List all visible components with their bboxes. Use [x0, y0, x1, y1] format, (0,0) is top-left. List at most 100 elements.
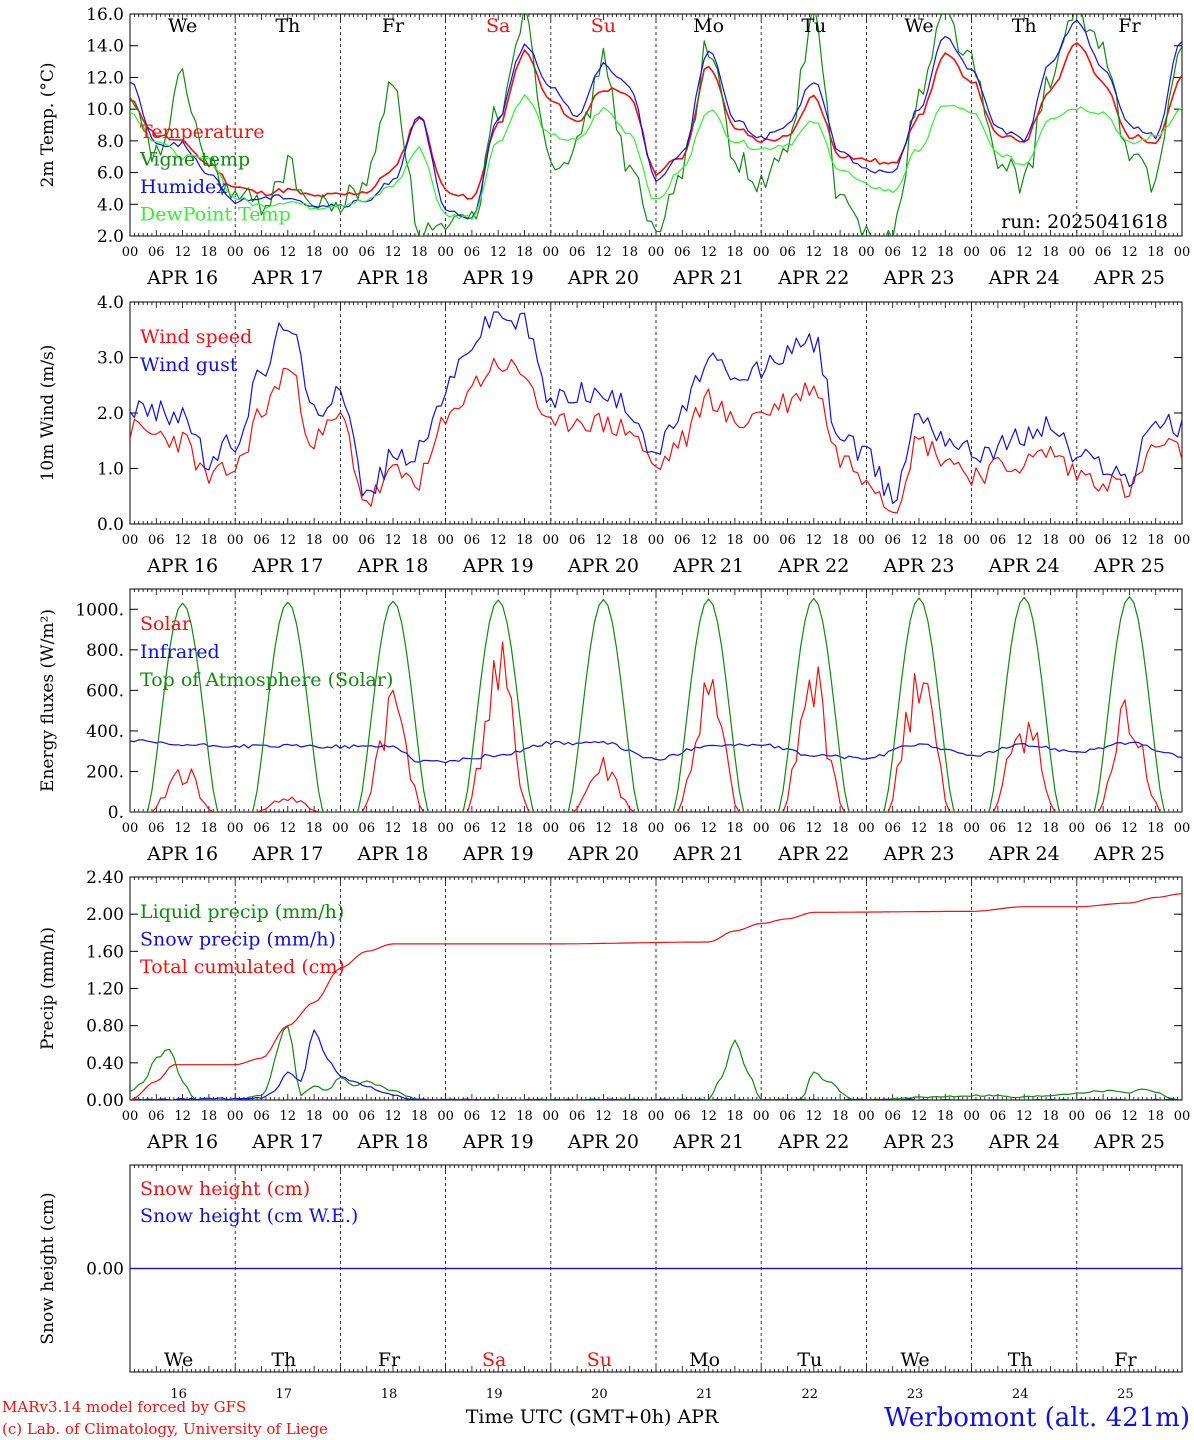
date-label: APR 25 — [1093, 843, 1165, 865]
hour-tick-label: 06 — [990, 533, 1007, 548]
hour-tick-label: 12 — [280, 1109, 297, 1124]
hour-tick-label: 12 — [1016, 821, 1033, 836]
date-label: APR 21 — [672, 1131, 744, 1153]
weekday-label: Th — [1008, 1349, 1033, 1371]
legend-entry: Top of Atmosphere (Solar) — [140, 669, 393, 691]
hour-tick-label: 06 — [358, 245, 375, 260]
hour-tick-label: 06 — [1095, 821, 1112, 836]
weekday-label: Mo — [693, 15, 724, 37]
hour-tick-label: 12 — [911, 821, 928, 836]
hour-tick-label: 12 — [1016, 533, 1033, 548]
hour-tick-label: 00 — [963, 821, 980, 836]
date-label: APR 25 — [1093, 555, 1165, 577]
hour-tick-label: 18 — [1147, 533, 1164, 548]
date-label: APR 18 — [356, 267, 428, 289]
date-label: APR 22 — [777, 843, 849, 865]
date-label: APR 18 — [356, 555, 428, 577]
hour-tick-label: 18 — [411, 821, 428, 836]
day-number-label: 22 — [802, 1387, 819, 1402]
hour-tick-label: 00 — [543, 821, 560, 836]
panel-snow: 0.00 Snow height (cm) Snow height (cm) Snow… — [38, 1164, 1183, 1402]
y-tick-label: 16.0 — [86, 5, 124, 25]
hour-tick-label: 12 — [700, 821, 717, 836]
hour-tick-label: 06 — [148, 1109, 165, 1124]
weekday-label: Tu — [797, 1349, 822, 1371]
date-label: APR 16 — [146, 843, 218, 865]
weekday-label: Fr — [1114, 1349, 1137, 1371]
hour-tick-label: 12 — [806, 533, 823, 548]
weekday-label: Su — [587, 1349, 612, 1371]
hour-tick-label: 18 — [306, 1109, 323, 1124]
hour-tick-label: 06 — [253, 821, 270, 836]
hour-tick-label: 00 — [753, 821, 770, 836]
series-wind-speed — [130, 357, 1182, 514]
y-tick-label: 1.0 — [97, 460, 124, 480]
date-label: APR 17 — [251, 843, 323, 865]
hour-tick-label: 12 — [174, 533, 191, 548]
y-tick-label: 1000. — [75, 600, 124, 620]
hour-tick-label: 12 — [174, 1109, 191, 1124]
hour-tick-label: 12 — [1016, 245, 1033, 260]
hour-tick-label: 00 — [122, 533, 139, 548]
hour-tick-label: 18 — [937, 245, 954, 260]
hour-tick-label: 06 — [779, 821, 796, 836]
hour-tick-label: 00 — [753, 533, 770, 548]
hour-tick-label: 06 — [1095, 1109, 1112, 1124]
series-humidex — [130, 19, 1182, 220]
date-label: APR 17 — [251, 267, 323, 289]
weekday-label: Th — [271, 1349, 296, 1371]
y-axis-label: 10m Wind (m/s) — [38, 345, 58, 482]
hour-tick-label: 18 — [832, 821, 849, 836]
hour-tick-label: 18 — [1042, 245, 1059, 260]
hour-tick-label: 00 — [753, 245, 770, 260]
hour-tick-label: 00 — [858, 821, 875, 836]
hour-tick-label: 12 — [806, 245, 823, 260]
hour-tick-label: 00 — [227, 821, 244, 836]
date-label: APR 23 — [882, 1131, 954, 1153]
date-label: APR 19 — [462, 1131, 534, 1153]
hour-tick-label: 18 — [516, 1109, 533, 1124]
hour-tick-label: 18 — [201, 1109, 218, 1124]
date-label: APR 16 — [146, 1131, 218, 1153]
hour-tick-label: 12 — [1121, 533, 1138, 548]
series-group — [130, 14, 1182, 236]
day-number-label: 24 — [1012, 1387, 1029, 1402]
date-label: APR 19 — [462, 843, 534, 865]
hour-tick-label: 12 — [490, 245, 507, 260]
date-label: APR 22 — [777, 267, 849, 289]
y-tick-label: 10.0 — [86, 100, 124, 120]
date-label: APR 21 — [672, 267, 744, 289]
hour-tick-label: 06 — [674, 1109, 691, 1124]
hour-tick-label: 18 — [832, 533, 849, 548]
y-tick-label: 4.0 — [97, 293, 124, 313]
hour-tick-label: 18 — [201, 533, 218, 548]
date-label: APR 20 — [567, 267, 639, 289]
date-label: APR 23 — [882, 843, 954, 865]
hour-tick-label: 06 — [674, 533, 691, 548]
hour-tick-label: 00 — [543, 533, 560, 548]
hour-tick-label: 12 — [806, 1109, 823, 1124]
hour-tick-label: 00 — [1174, 821, 1191, 836]
weekday-label: Mo — [689, 1349, 720, 1371]
hour-tick-label: 18 — [306, 245, 323, 260]
y-axis-label: Precip (mm/h) — [38, 927, 58, 1050]
hour-tick-label: 06 — [674, 245, 691, 260]
date-label: APR 20 — [567, 555, 639, 577]
weekday-label: Th — [1012, 15, 1037, 37]
day-number-label: 20 — [591, 1387, 608, 1402]
date-label: APR 23 — [882, 267, 954, 289]
date-label: APR 22 — [777, 555, 849, 577]
hour-tick-label: 06 — [358, 533, 375, 548]
day-number-label: 23 — [907, 1387, 924, 1402]
series-temperature — [130, 42, 1182, 200]
y-axis-label: Snow height (cm) — [38, 1192, 58, 1344]
hour-tick-label: 00 — [648, 1109, 665, 1124]
date-label: APR 19 — [462, 555, 534, 577]
hour-tick-label: 00 — [437, 533, 454, 548]
hour-tick-label: 00 — [122, 245, 139, 260]
hour-tick-label: 06 — [464, 533, 481, 548]
hour-tick-label: 12 — [1121, 1109, 1138, 1124]
hour-tick-label: 00 — [648, 533, 665, 548]
hour-tick-label: 18 — [1147, 1109, 1164, 1124]
weekday-label: Fr — [1118, 15, 1141, 37]
